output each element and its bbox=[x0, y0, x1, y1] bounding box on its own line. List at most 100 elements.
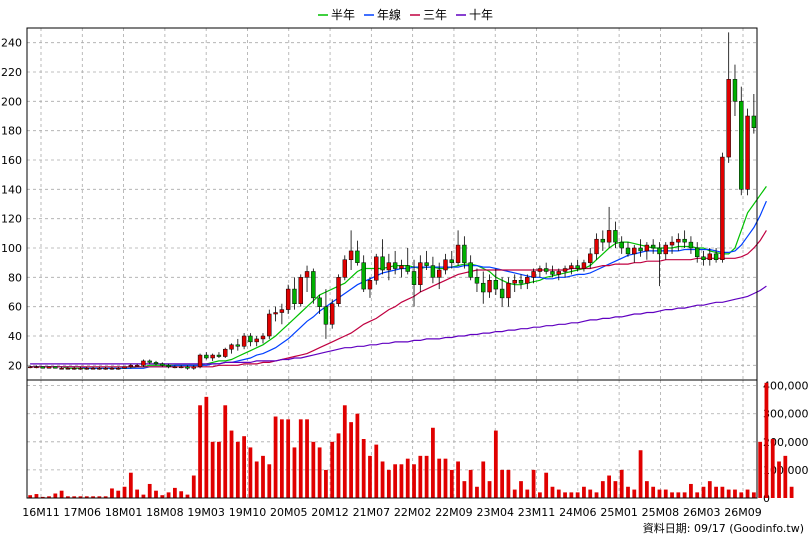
candle-body bbox=[273, 312, 278, 315]
candle-body bbox=[487, 280, 492, 293]
candle-body bbox=[65, 368, 71, 370]
volume-bar bbox=[242, 436, 246, 498]
candle-body bbox=[581, 262, 587, 269]
candle bbox=[625, 242, 631, 257]
candle-body bbox=[644, 244, 650, 252]
volume-bar bbox=[248, 447, 253, 498]
candle bbox=[543, 262, 549, 275]
candle bbox=[90, 366, 96, 370]
volume-bar bbox=[116, 490, 121, 498]
volume-bar bbox=[40, 496, 45, 498]
volume-bar bbox=[695, 492, 700, 498]
candle-body bbox=[279, 309, 285, 313]
price-tick-label: 220 bbox=[1, 66, 22, 79]
volume-bar bbox=[519, 481, 523, 498]
volume-tick-label: 200,000 bbox=[763, 436, 808, 449]
candle bbox=[197, 353, 203, 369]
candle bbox=[248, 333, 253, 347]
candle bbox=[688, 236, 694, 254]
x-tick-label: 17M06 bbox=[64, 506, 102, 519]
volume-bar bbox=[166, 492, 171, 498]
candle bbox=[707, 248, 713, 266]
price-tick-label: 240 bbox=[1, 37, 22, 50]
candle-body bbox=[474, 277, 480, 284]
candle bbox=[134, 363, 140, 367]
candle bbox=[436, 262, 442, 290]
candle-body bbox=[109, 368, 115, 370]
candle bbox=[619, 236, 624, 254]
candle bbox=[487, 274, 492, 298]
x-tick-label: 16M11 bbox=[22, 506, 60, 519]
candle-body bbox=[248, 335, 253, 343]
volume-bar bbox=[53, 493, 58, 498]
moving-average-lines bbox=[30, 186, 767, 369]
candle-body bbox=[732, 79, 738, 102]
volume-bar bbox=[84, 496, 89, 498]
volume-bar bbox=[324, 469, 328, 498]
candle-body bbox=[751, 115, 757, 128]
candle bbox=[512, 274, 517, 292]
volume-bar bbox=[154, 490, 158, 498]
candle-body bbox=[569, 265, 574, 269]
candle-body bbox=[147, 360, 152, 363]
volume-bar bbox=[739, 492, 744, 498]
volume-bar bbox=[122, 486, 127, 498]
candle-body bbox=[455, 244, 461, 263]
volume-bar bbox=[657, 489, 662, 498]
candle-body bbox=[556, 271, 561, 275]
candle bbox=[613, 221, 618, 248]
candle-body bbox=[323, 306, 329, 325]
candle bbox=[204, 352, 209, 360]
volume-bar bbox=[443, 458, 448, 498]
volume-bar bbox=[468, 469, 473, 498]
candle bbox=[682, 230, 687, 248]
candle-body bbox=[34, 366, 39, 369]
volume-bar bbox=[267, 464, 272, 498]
candle-body bbox=[625, 247, 631, 255]
candle bbox=[386, 253, 392, 281]
candle bbox=[223, 347, 228, 358]
candle bbox=[525, 274, 530, 290]
candle bbox=[361, 255, 366, 292]
candle-body bbox=[40, 366, 45, 369]
candle bbox=[449, 250, 454, 269]
volume-bar bbox=[726, 489, 731, 498]
legend-label: 半年 bbox=[331, 8, 355, 22]
volume-bar bbox=[733, 489, 737, 498]
candle-body bbox=[418, 262, 423, 285]
volume-bar bbox=[670, 492, 674, 498]
x-tick-label: 26M03 bbox=[683, 506, 721, 519]
candle-body bbox=[462, 244, 467, 263]
candle-body bbox=[317, 297, 322, 307]
candle bbox=[600, 230, 606, 251]
candle-body bbox=[367, 280, 373, 290]
candle-body bbox=[632, 247, 637, 255]
volume-bar bbox=[770, 439, 775, 498]
candle-body bbox=[90, 368, 96, 370]
candle bbox=[216, 352, 222, 358]
legend-label: 十年 bbox=[469, 8, 493, 22]
candle bbox=[443, 253, 448, 275]
volume-bar bbox=[405, 458, 410, 498]
volume-bar bbox=[399, 464, 404, 498]
candle bbox=[418, 255, 423, 292]
candle bbox=[663, 242, 668, 260]
candle-body bbox=[172, 366, 178, 369]
candle-body bbox=[436, 269, 442, 278]
price-tick-label: 140 bbox=[1, 183, 22, 196]
candle-body bbox=[197, 354, 203, 368]
volume-bar bbox=[663, 489, 668, 498]
candle-body bbox=[638, 247, 643, 252]
candle-body bbox=[46, 366, 52, 369]
volume-bar bbox=[135, 489, 140, 498]
candle-body bbox=[348, 250, 354, 260]
candle bbox=[235, 338, 241, 351]
price-tick-label: 20 bbox=[8, 359, 22, 372]
candle bbox=[342, 255, 348, 281]
volume-bar bbox=[651, 486, 656, 498]
candle-body bbox=[650, 244, 656, 249]
candle-body bbox=[600, 238, 606, 243]
candle bbox=[506, 277, 511, 307]
volume-bar bbox=[298, 419, 303, 498]
candle-body bbox=[707, 253, 713, 260]
